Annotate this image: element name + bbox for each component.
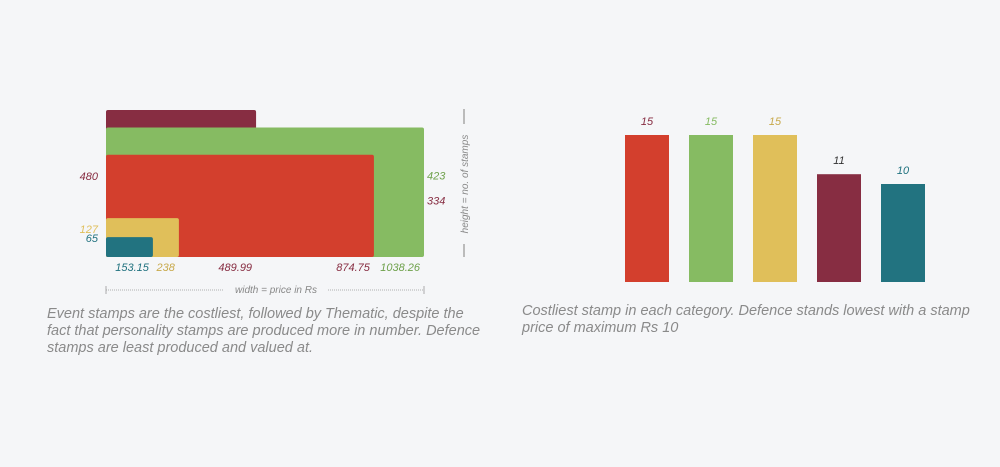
height-label: 480 xyxy=(80,171,99,183)
x-axis-annotation: width = price in Rs xyxy=(105,285,425,296)
x-axis-label: width = price in Rs xyxy=(235,285,317,296)
width-label: 238 xyxy=(156,262,176,274)
height-label: 423 xyxy=(427,170,446,182)
width-label: 489.99 xyxy=(218,262,252,274)
y-axis-label: height = no. of stamps xyxy=(460,135,471,234)
left-chart-caption: Event stamps are the costliest, followed… xyxy=(47,306,481,356)
height-label: 334 xyxy=(427,196,445,208)
right-chart-caption: Costliest stamp in each category. Defenc… xyxy=(522,303,970,336)
width-label: 1038.26 xyxy=(380,262,421,274)
area-bar-4 xyxy=(106,237,153,257)
width-label: 874.75 xyxy=(336,262,371,274)
height-label: 127 xyxy=(80,224,99,236)
height-label: 65 xyxy=(86,233,99,245)
width-label: 153.15 xyxy=(115,262,150,274)
